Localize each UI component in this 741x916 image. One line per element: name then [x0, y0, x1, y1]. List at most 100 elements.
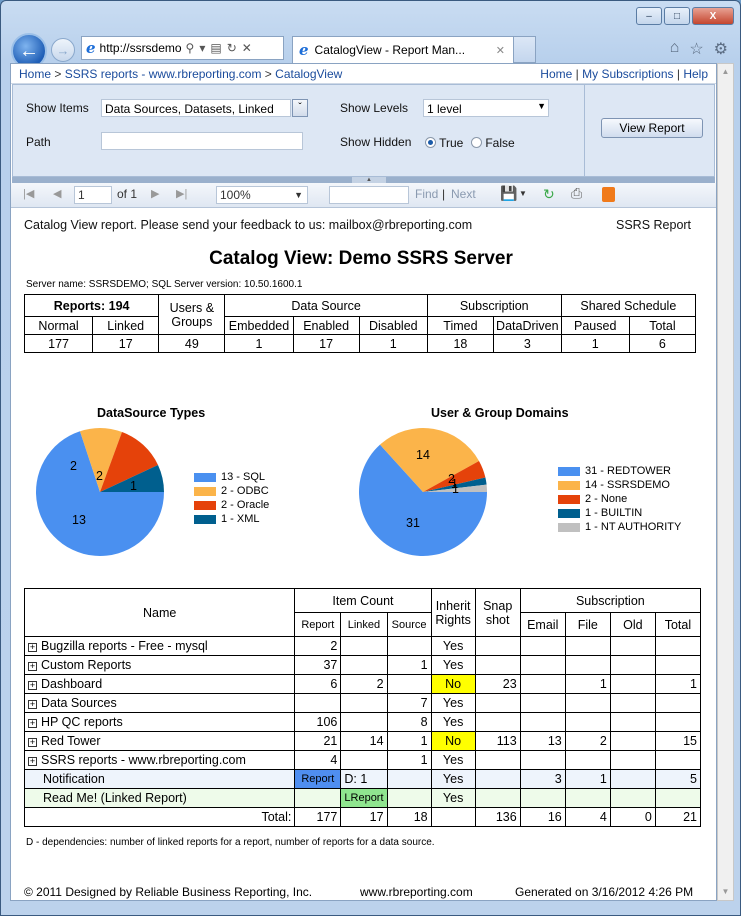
expand-icon[interactable]: +: [28, 718, 37, 728]
shared-schedule-header: Shared Schedule: [560, 294, 697, 317]
users-groups-header: Users & Groups: [158, 294, 226, 335]
feedback-text: Catalog View report. Please send your fe…: [24, 218, 473, 232]
vertical-scrollbar[interactable]: ▲ ▼: [717, 63, 734, 901]
last-page-icon[interactable]: ▶|: [176, 188, 188, 200]
folder-data-sources[interactable]: + Data Sources: [23, 693, 296, 713]
close-window-button[interactable]: X: [692, 7, 734, 25]
first-page-icon[interactable]: |◀: [23, 188, 35, 200]
data-feed-icon[interactable]: [602, 187, 615, 202]
generated-timestamp: Generated on 3/16/2012 4:26 PM: [515, 885, 694, 899]
expand-icon[interactable]: +: [28, 642, 37, 652]
item-count-header: Item Count: [294, 588, 432, 613]
table-row: + Dashboard 6 2 No 23 1 1: [23, 674, 702, 694]
breadcrumb-catalogview[interactable]: CatalogView: [275, 66, 343, 81]
home-icon[interactable]: ⌂: [669, 39, 680, 56]
user-group-domains-legend: 31 - REDTOWER 14 - SSRSDEMO 2 - None 1 -…: [558, 464, 681, 534]
svg-text:14: 14: [416, 448, 430, 462]
show-hidden-false-option[interactable]: False: [471, 136, 515, 150]
compatibility-icon[interactable]: ▤: [210, 41, 222, 55]
show-hidden-true-option[interactable]: True: [425, 136, 463, 150]
home-link[interactable]: Home: [540, 66, 573, 81]
refresh-icon[interactable]: ↻: [226, 41, 237, 55]
show-levels-label: Show Levels: [340, 101, 409, 115]
svg-text:1: 1: [452, 482, 459, 496]
expand-icon[interactable]: +: [28, 680, 37, 690]
scroll-up-icon[interactable]: ▲: [721, 67, 730, 76]
minimize-button[interactable]: –: [636, 7, 662, 25]
favorites-star-icon[interactable]: ☆: [689, 41, 704, 58]
folder-ssrs-reports[interactable]: + SSRS reports - www.rbreporting.com: [23, 750, 296, 770]
path-input[interactable]: [101, 132, 303, 150]
help-link[interactable]: Help: [683, 66, 708, 81]
dependencies-footnote: D - dependencies: number of linked repor…: [26, 837, 435, 848]
folder-hp-qc-reports[interactable]: + HP QC reports: [23, 712, 296, 732]
show-items-select[interactable]: Data Sources, Datasets, Linked: [101, 99, 291, 117]
table-row: + HP QC reports 106 8 Yes: [23, 712, 702, 732]
user-group-domains-pie: 31 14 2 1 1: [359, 427, 488, 557]
show-items-dropdown-button[interactable]: ˇ: [292, 99, 308, 117]
folder-dashboard[interactable]: + Dashboard: [23, 674, 296, 694]
params-splitter[interactable]: ▲: [12, 177, 715, 183]
expand-icon[interactable]: +: [28, 737, 37, 747]
zoom-select[interactable]: 100% ▼: [216, 186, 308, 204]
datasource-types-legend: 13 - SQL 2 - ODBC 2 - Oracle 1 - XML: [194, 470, 269, 526]
global-links: Home | My Subscriptions | Help: [540, 66, 708, 81]
next-page-icon[interactable]: ▶: [151, 188, 160, 200]
expand-icon[interactable]: +: [28, 661, 37, 671]
show-levels-select[interactable]: 1 level ▼: [423, 99, 549, 117]
address-input[interactable]: http://ssrsdemo: [99, 41, 182, 55]
datasource-types-pie: 13 2 2 1: [36, 428, 164, 556]
search-icon[interactable]: ⚲: [185, 41, 195, 55]
folder-custom-reports[interactable]: + Custom Reports: [23, 655, 296, 675]
radio-true[interactable]: [425, 137, 436, 148]
folder-red-tower[interactable]: + Red Tower: [23, 731, 296, 751]
stop-icon[interactable]: ✕: [241, 41, 252, 55]
user-group-domains-title: User & Group Domains: [431, 406, 569, 420]
maximize-button[interactable]: □: [664, 7, 690, 25]
new-tab-button[interactable]: [514, 36, 536, 63]
table-row: + Data Sources 7 Yes: [23, 693, 702, 713]
scroll-down-icon[interactable]: ▼: [721, 887, 730, 896]
folder-bugzilla[interactable]: + Bugzilla reports - Free - mysql: [23, 636, 296, 656]
tab-catalogview[interactable]: e CatalogView - Report Man... ✕: [292, 36, 514, 63]
breadcrumb-home[interactable]: Home: [19, 66, 52, 81]
expand-icon[interactable]: +: [28, 699, 37, 709]
linked-report-badge: LReport: [340, 788, 388, 808]
forward-button[interactable]: →: [51, 38, 75, 62]
ssrs-report-tag: SSRS Report: [616, 218, 692, 232]
print-icon[interactable]: ⎙: [571, 185, 583, 201]
view-report-button[interactable]: View Report: [601, 118, 703, 138]
reports-header: Reports: 194: [23, 294, 160, 317]
arrow-left-icon: ←: [19, 39, 39, 62]
subscription-header: Subscription: [426, 294, 562, 317]
gear-icon[interactable]: ⚙: [713, 41, 728, 58]
svg-text:31: 31: [406, 516, 420, 530]
name-header: Name: [23, 588, 296, 637]
data-source-header: Data Source: [224, 294, 428, 317]
previous-page-icon[interactable]: ◀: [53, 188, 62, 200]
expand-icon[interactable]: +: [28, 756, 37, 766]
next-link[interactable]: Next: [451, 187, 476, 201]
close-tab-icon[interactable]: ✕: [495, 44, 505, 57]
svg-text:13: 13: [72, 513, 86, 527]
page-number-input[interactable]: 1: [74, 186, 112, 204]
find-link[interactable]: Find: [415, 187, 439, 201]
report-readme[interactable]: Read Me! (Linked Report): [23, 788, 296, 808]
address-bar[interactable]: e http://ssrsdemo ⚲ ▾ ▤ ↻ ✕: [81, 36, 284, 60]
dropdown-icon[interactable]: ▾: [199, 41, 206, 55]
rbreporting-link[interactable]: www.rbreporting.com: [360, 885, 473, 899]
my-subscriptions-link[interactable]: My Subscriptions: [582, 66, 674, 81]
report-notification[interactable]: Notification: [23, 769, 296, 789]
breadcrumb-bar: Home > SSRS reports - www.rbreporting.co…: [11, 64, 716, 84]
window-caption-buttons: – □ X: [636, 7, 734, 25]
find-input[interactable]: [329, 186, 409, 204]
export-icon[interactable]: 💾: [500, 185, 518, 201]
parameters-panel: Show Items Data Sources, Datasets, Linke…: [12, 84, 715, 178]
export-dropdown-icon[interactable]: ▼: [519, 189, 527, 198]
refresh-report-icon[interactable]: ↻: [543, 186, 555, 202]
breadcrumb-ssrs-reports[interactable]: SSRS reports - www.rbreporting.com: [64, 66, 262, 81]
snapshot-header: Snap shot: [474, 588, 521, 637]
collapse-params-icon[interactable]: ▲: [352, 177, 386, 183]
copyright: © 2011 Designed by Reliable Business Rep…: [24, 885, 313, 899]
radio-false[interactable]: [471, 137, 482, 148]
